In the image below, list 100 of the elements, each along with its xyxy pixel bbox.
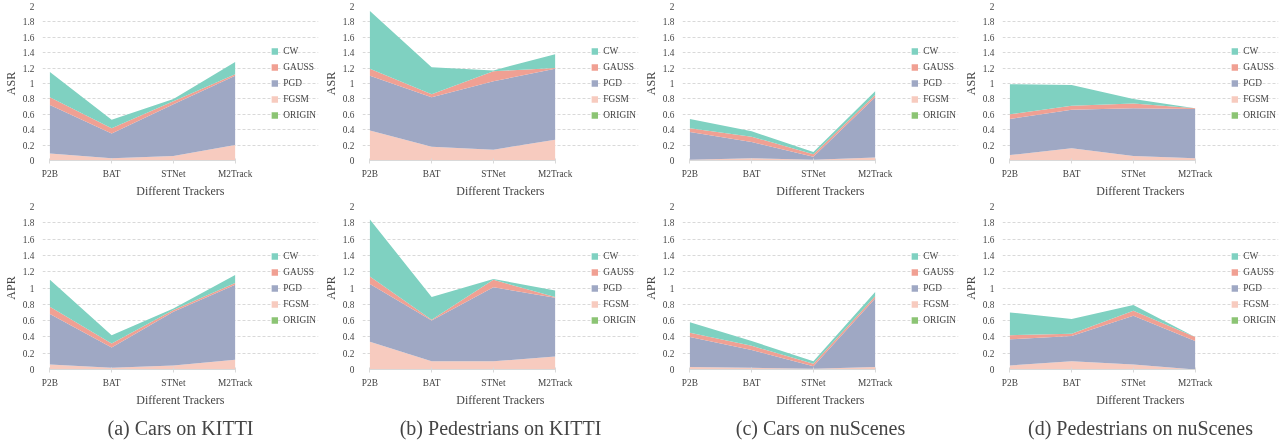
x-axis-title: Different Trackers bbox=[776, 183, 865, 198]
legend-label: CW bbox=[283, 46, 300, 56]
legend-label: PGD bbox=[603, 282, 623, 293]
y-tick-label: 0.6 bbox=[342, 109, 355, 120]
legend-label: CW bbox=[283, 250, 300, 261]
y-tick-label: 0 bbox=[669, 365, 675, 375]
y-tick-label: 1.4 bbox=[982, 250, 995, 261]
legend-label: CW bbox=[1243, 250, 1260, 261]
x-tick-label: M2Track bbox=[1177, 377, 1213, 388]
y-axis-title: APR bbox=[3, 276, 18, 300]
legend-label: ORIGIN bbox=[923, 314, 956, 325]
y-tick-label: 0.6 bbox=[662, 316, 675, 327]
y-tick-label: 0.4 bbox=[22, 125, 35, 136]
y-tick-label: 0.2 bbox=[22, 348, 35, 359]
text: (d) Pedestrians on nuScenes bbox=[1028, 416, 1254, 440]
y-tick-label: 0 bbox=[989, 156, 995, 166]
legend-label: FGSM bbox=[603, 94, 629, 104]
x-tick-label: BAT bbox=[102, 377, 121, 388]
y-tick-label: 0.6 bbox=[22, 109, 35, 120]
x-tick-label: M2Track bbox=[537, 168, 573, 179]
text: (b) Pedestrians on KITTI bbox=[399, 416, 602, 440]
y-tick-label: 1.6 bbox=[662, 234, 675, 245]
y-tick-label: 0 bbox=[349, 156, 355, 166]
y-tick-label: 1.6 bbox=[342, 234, 355, 245]
legend-label: GAUSS bbox=[923, 62, 954, 72]
x-tick-label: STNet bbox=[1121, 168, 1146, 179]
y-tick-label: 2 bbox=[989, 202, 995, 212]
x-tick-label: P2B bbox=[1001, 377, 1018, 388]
x-axis-title: Different Trackers bbox=[776, 392, 865, 407]
y-tick-label: 1.8 bbox=[342, 218, 355, 229]
y-tick-label: 1 bbox=[29, 79, 35, 89]
x-axis-title: Different Trackers bbox=[1096, 392, 1185, 407]
y-tick-label: 1.2 bbox=[662, 267, 675, 278]
y-tick-label: 2 bbox=[29, 202, 35, 212]
y-tick-label: 1.8 bbox=[342, 17, 355, 28]
y-tick-label: 2 bbox=[29, 2, 35, 12]
y-tick-label: 0.2 bbox=[22, 140, 35, 151]
y-tick-label: 0.2 bbox=[342, 140, 355, 151]
legend-label: ORIGIN bbox=[1243, 110, 1276, 120]
x-tick-label: STNet bbox=[801, 377, 826, 388]
x-tick-label: STNet bbox=[1121, 377, 1146, 388]
y-tick-label: 1 bbox=[989, 283, 995, 294]
legend-label: FGSM bbox=[923, 298, 949, 309]
y-tick-label: 0.2 bbox=[662, 140, 675, 151]
legend-label: ORIGIN bbox=[603, 314, 636, 325]
legend-label: CW bbox=[923, 250, 940, 261]
y-tick-label: 1 bbox=[349, 79, 355, 89]
x-tick-label: M2Track bbox=[1177, 168, 1213, 179]
legend-label: PGD bbox=[603, 78, 623, 88]
y-tick-label: 1.8 bbox=[22, 17, 35, 28]
y-tick-label: 0.4 bbox=[342, 332, 355, 343]
y-tick-label: 0.8 bbox=[662, 94, 675, 105]
y-tick-label: 1.6 bbox=[22, 234, 35, 245]
y-tick-label: 0.8 bbox=[342, 94, 355, 105]
x-axis-title: Different Trackers bbox=[456, 392, 545, 407]
y-tick-label: 0.8 bbox=[22, 299, 35, 310]
y-tick-label: 1.6 bbox=[982, 32, 995, 43]
legend-label: CW bbox=[603, 46, 620, 56]
y-tick-label: 0.6 bbox=[662, 109, 675, 120]
y-tick-label: 1.4 bbox=[22, 48, 35, 59]
x-tick-label: P2B bbox=[41, 377, 58, 388]
legend-label: GAUSS bbox=[1243, 62, 1274, 72]
y-tick-label: 0.2 bbox=[982, 140, 995, 151]
y-tick-label: 1.2 bbox=[22, 267, 35, 278]
y-tick-label: 0.2 bbox=[342, 348, 355, 359]
legend-label: FGSM bbox=[603, 298, 629, 309]
y-tick-label: 0.8 bbox=[982, 94, 995, 105]
legend-label: GAUSS bbox=[283, 266, 314, 277]
y-tick-label: 2 bbox=[669, 202, 675, 212]
legend-label: GAUSS bbox=[923, 266, 954, 277]
y-tick-label: 0.8 bbox=[662, 299, 675, 310]
y-tick-label: 1.8 bbox=[22, 218, 35, 229]
y-axis-title: APR bbox=[643, 276, 658, 300]
legend-label: FGSM bbox=[1243, 94, 1269, 104]
legend-label: ORIGIN bbox=[603, 110, 636, 120]
y-tick-label: 1.4 bbox=[662, 48, 675, 59]
legend-label: GAUSS bbox=[603, 62, 634, 72]
y-tick-label: 0 bbox=[989, 365, 995, 375]
x-tick-label: BAT bbox=[1062, 168, 1081, 179]
legend-label: FGSM bbox=[283, 94, 309, 104]
y-tick-label: 0.2 bbox=[662, 348, 675, 359]
y-tick-label: 1.8 bbox=[982, 17, 995, 28]
x-tick-label: BAT bbox=[422, 168, 441, 179]
text: (a) Cars on KITTI bbox=[107, 416, 254, 440]
y-tick-label: 1.6 bbox=[22, 32, 35, 43]
x-tick-label: STNet bbox=[161, 168, 186, 179]
y-axis-title: ASR bbox=[963, 71, 978, 96]
y-tick-label: 1.2 bbox=[662, 63, 675, 74]
y-tick-label: 1 bbox=[669, 79, 675, 89]
x-axis-title: Different Trackers bbox=[136, 392, 225, 407]
y-tick-label: 0.8 bbox=[342, 299, 355, 310]
y-tick-label: 0 bbox=[29, 156, 35, 166]
y-tick-label: 0 bbox=[669, 156, 675, 166]
x-axis-title: Different Trackers bbox=[1096, 183, 1185, 198]
legend-label: PGD bbox=[283, 78, 303, 88]
text: (c) Cars on nuScenes bbox=[735, 416, 906, 440]
y-axis-title: ASR bbox=[643, 71, 658, 96]
y-tick-label: 1.2 bbox=[342, 63, 355, 74]
legend-label: FGSM bbox=[1243, 298, 1269, 309]
x-tick-label: M2Track bbox=[537, 377, 573, 388]
